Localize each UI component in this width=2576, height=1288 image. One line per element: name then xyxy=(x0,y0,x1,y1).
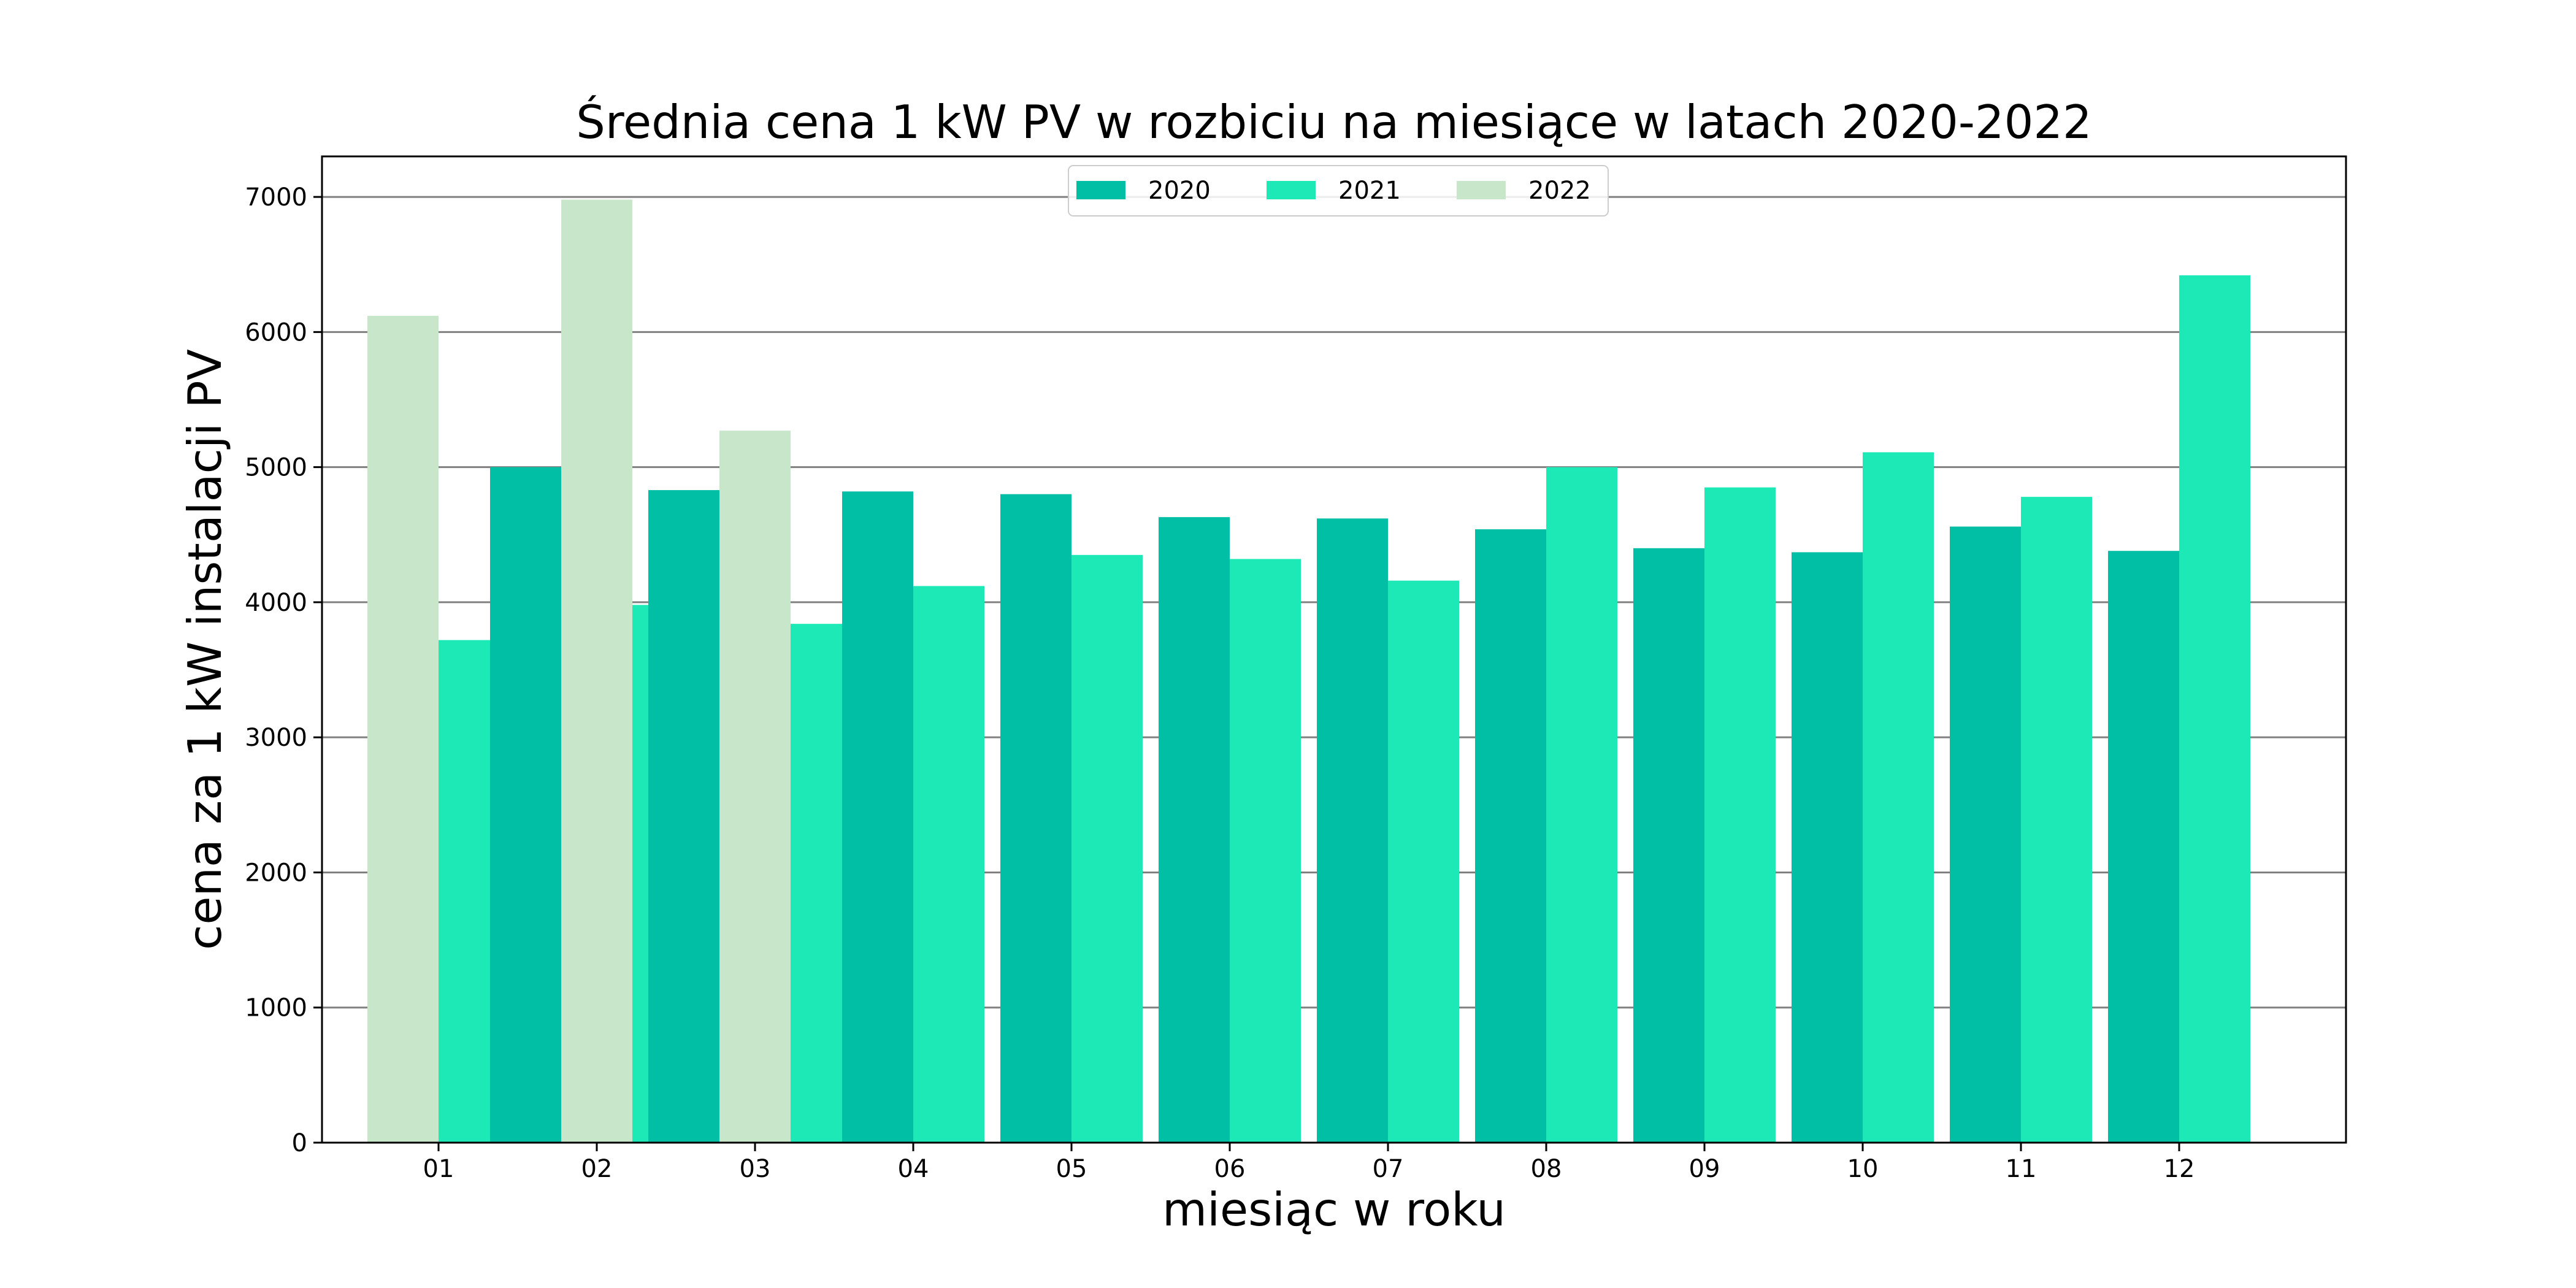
bar-2020-10 xyxy=(1792,552,1863,1143)
x-axis-ticks: 01 02 03 04 05 06 07 08 09 10 11 12 xyxy=(423,1143,2195,1183)
bar-2021-06 xyxy=(1230,559,1301,1143)
legend-frame xyxy=(1068,165,1609,217)
chart-title: Średnia cena 1 kW PV w rozbiciu na miesi… xyxy=(576,95,2092,149)
bar-2021-09 xyxy=(1704,487,1776,1143)
x-tick-label: 05 xyxy=(1056,1155,1087,1183)
x-tick-label: 11 xyxy=(2006,1155,2037,1183)
x-tick-label: 04 xyxy=(898,1155,929,1183)
bar-2021-11 xyxy=(2021,497,2092,1143)
bar-2021-10 xyxy=(1863,452,1934,1143)
legend-label-2022: 2022 xyxy=(1528,177,1591,205)
x-tick-label: 08 xyxy=(1531,1155,1562,1183)
y-tick-label: 0 xyxy=(292,1129,307,1157)
bar-2021-08 xyxy=(1546,467,1617,1143)
bar-2021-07 xyxy=(1388,580,1459,1143)
x-tick-label: 01 xyxy=(423,1155,454,1183)
legend-label-2020: 2020 xyxy=(1148,177,1211,205)
bar-2022-02 xyxy=(561,199,632,1143)
y-tick-label: 7000 xyxy=(245,183,307,212)
bar-2020-03 xyxy=(648,490,719,1143)
bar-2020-02 xyxy=(490,467,561,1143)
y-axis-label: cena za 1 kW instalacji PV xyxy=(178,349,232,950)
bar-2020-11 xyxy=(1950,526,2021,1143)
x-tick-label: 02 xyxy=(581,1155,613,1183)
bar-2020-07 xyxy=(1317,518,1388,1143)
legend-label-2021: 2021 xyxy=(1338,177,1401,205)
x-tick-label: 10 xyxy=(1847,1155,1879,1183)
y-tick-label: 4000 xyxy=(245,589,307,617)
bar-2022-01 xyxy=(367,315,439,1143)
x-axis-label: miesiąc w roku xyxy=(1162,1183,1506,1236)
legend-swatch-2021 xyxy=(1267,181,1316,199)
bar-2021-12 xyxy=(2179,275,2250,1143)
x-tick-label: 06 xyxy=(1214,1155,1246,1183)
x-tick-label: 12 xyxy=(2164,1155,2195,1183)
bar-2021-04 xyxy=(913,586,984,1143)
x-tick-label: 03 xyxy=(740,1155,771,1183)
y-tick-label: 3000 xyxy=(245,724,307,752)
legend: 2020 2021 2022 xyxy=(1068,165,1609,217)
bar-2020-05 xyxy=(1000,494,1071,1143)
bar-2022-03 xyxy=(719,431,791,1143)
x-tick-label: 07 xyxy=(1373,1155,1404,1183)
y-tick-label: 6000 xyxy=(245,318,307,347)
y-tick-label: 1000 xyxy=(245,994,307,1022)
bar-2020-04 xyxy=(842,491,913,1143)
x-tick-label: 09 xyxy=(1689,1155,1720,1183)
bar-2020-06 xyxy=(1159,517,1230,1143)
plot-frame xyxy=(321,155,2347,1144)
legend-swatch-2022 xyxy=(1457,181,1506,199)
bar-2020-08 xyxy=(1475,529,1546,1143)
legend-swatch-2020 xyxy=(1076,181,1125,199)
bar-2020-12 xyxy=(2108,551,2179,1143)
bar-2021-05 xyxy=(1071,554,1143,1143)
y-tick-label: 5000 xyxy=(245,454,307,482)
bars xyxy=(367,199,2250,1143)
bar-2020-09 xyxy=(1633,548,1704,1143)
y-tick-label: 2000 xyxy=(245,859,307,887)
y-axis-ticks: 0 1000 2000 3000 4000 5000 6000 7000 xyxy=(245,183,322,1157)
